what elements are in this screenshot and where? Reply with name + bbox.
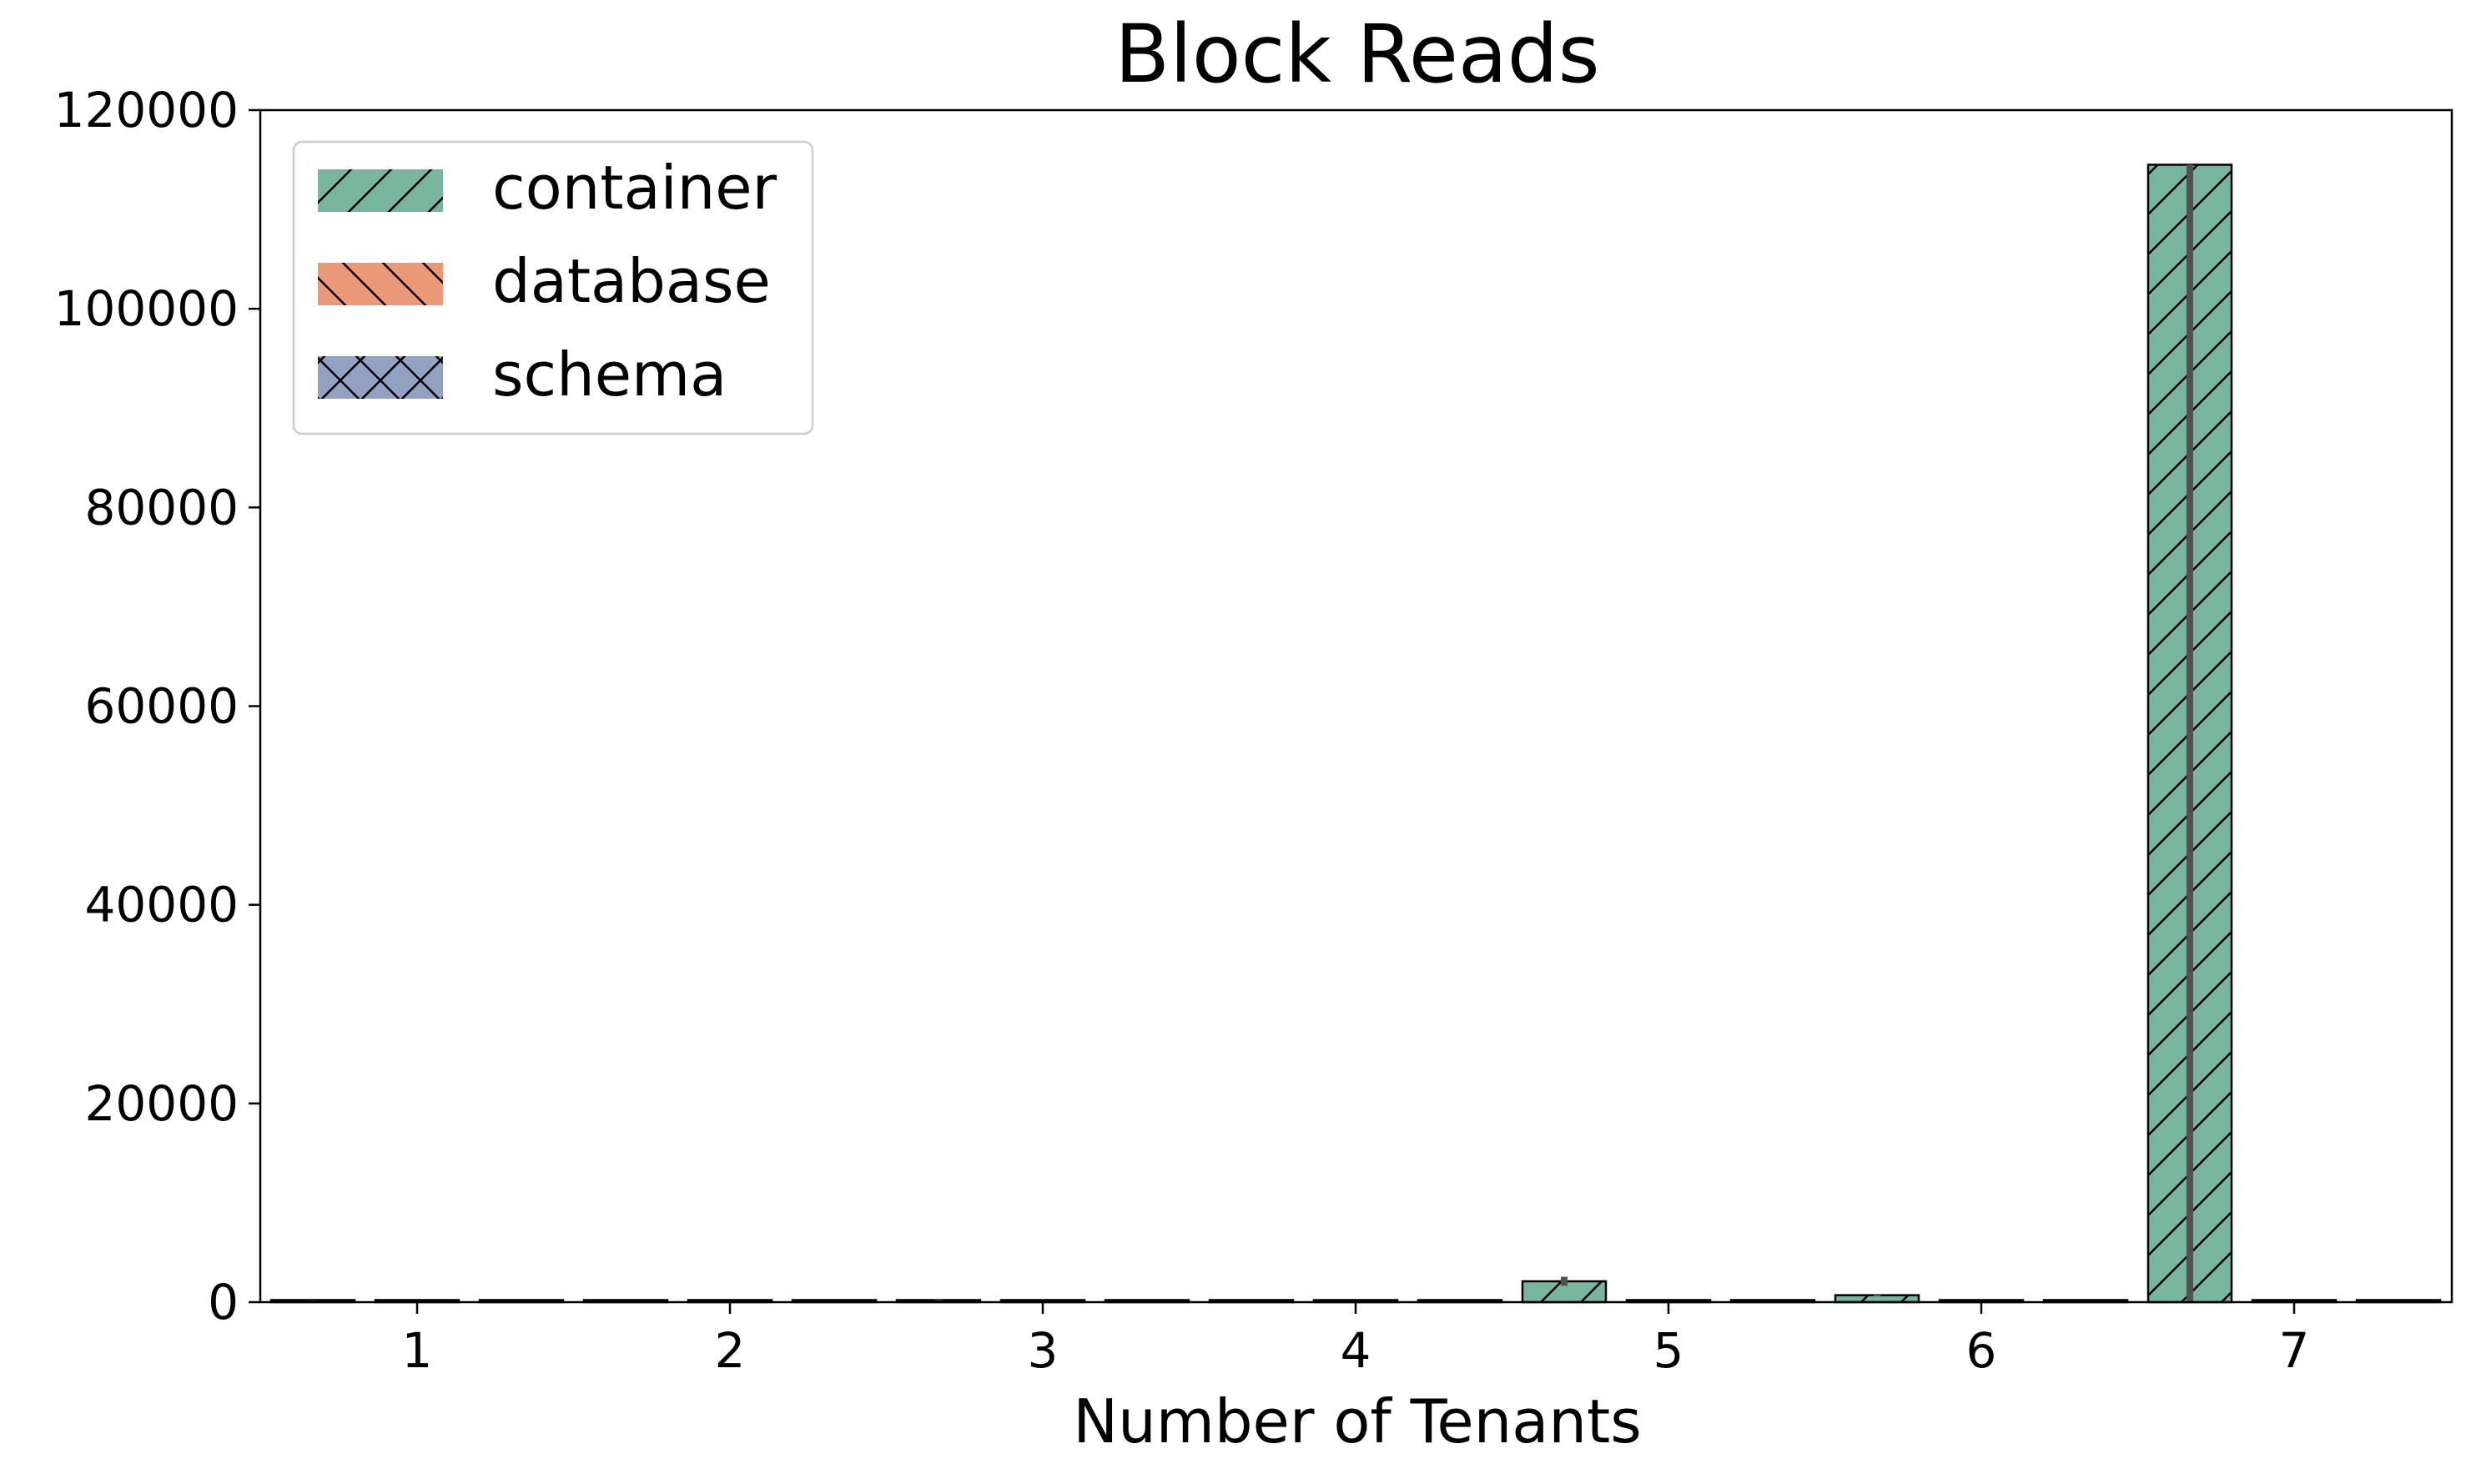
y-tick-label-60000: 60000 [84,678,239,735]
legend: container database schema [292,140,814,435]
y-tick-label-20000: 20000 [84,1075,239,1132]
y-tick-label-100000: 100000 [54,280,239,337]
y-axis: 0 20000 40000 60000 80000 100000 120000 [54,82,260,1331]
legend-label-schema: schema [492,340,727,410]
y-tick-label-80000: 80000 [84,479,239,536]
legend-label-database: database [492,246,771,316]
x-axis: 1 2 3 4 5 6 7 [402,1302,2310,1379]
y-tick-label-40000: 40000 [84,877,239,933]
legend-swatch-database [318,263,443,305]
legend-label-container: container [492,153,778,223]
x-tick-label-3: 3 [1028,1322,1059,1379]
x-tick-label-4: 4 [1341,1322,1371,1379]
x-tick-label-5: 5 [1653,1322,1684,1379]
x-tick-label-1: 1 [402,1322,433,1379]
legend-swatch-container [318,169,443,212]
x-tick-label-7: 7 [2279,1322,2310,1379]
chart-title: Block Reads [1115,8,1599,101]
x-axis-label: Number of Tenants [1073,1386,1642,1456]
y-tick-label-0: 0 [208,1274,239,1331]
x-tick-label-2: 2 [715,1322,746,1379]
legend-swatch-schema [318,356,443,399]
y-tick-label-120000: 120000 [54,82,239,138]
x-tick-label-6: 6 [1966,1322,1997,1379]
